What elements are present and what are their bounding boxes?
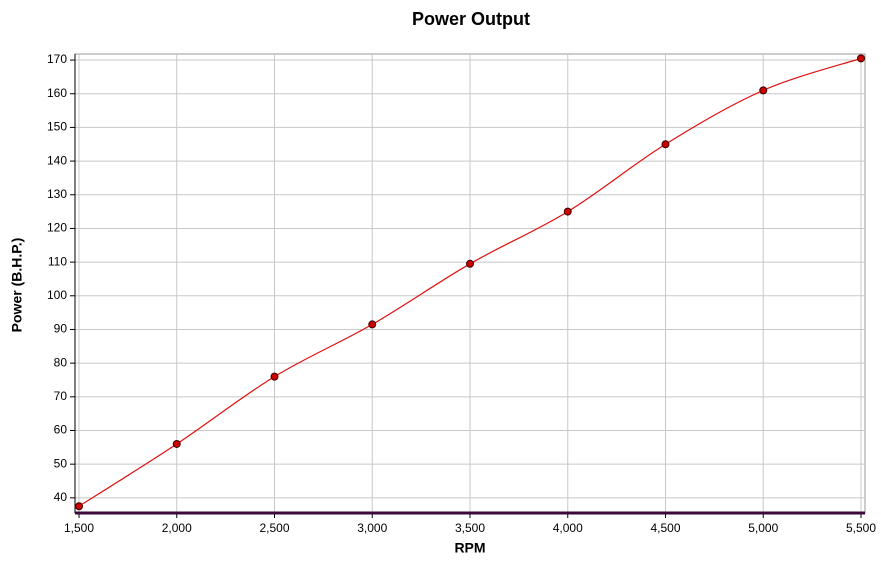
y-tick-label: 140 [47,153,67,167]
y-tick-label: 160 [47,86,67,100]
x-tick-label: 5,500 [846,521,876,535]
marker [466,259,474,268]
x-tick-label: 2,500 [259,521,289,535]
y-tick-label: 90 [54,322,68,336]
y-tick-label: 80 [54,355,68,369]
x-tick-label: 4,500 [650,521,680,535]
marker [563,207,572,216]
marker [270,372,279,381]
marker [661,140,670,149]
marker [75,502,83,511]
chart-title: Power Output [412,9,530,29]
x-tick-label: 3,000 [357,521,387,535]
y-tick-label: 60 [54,423,68,437]
x-tick-label: 1,500 [64,521,94,535]
y-tick-label: 130 [47,187,67,201]
y-tick-label: 110 [48,254,67,268]
marker [759,86,768,95]
y-tick-label: 100 [47,288,67,302]
x-tick-label: 4,000 [553,521,583,535]
x-tick-label: 5,000 [748,521,778,535]
x-tick-label: 3,500 [455,521,485,535]
y-axis-label: Power (B.H.P.) [9,238,25,333]
marker [172,439,181,448]
y-tick-label: 40 [54,490,68,504]
x-axis-label: RPM [454,540,485,556]
y-tick-label: 70 [54,389,68,403]
y-tick-label: 150 [47,120,67,134]
marker [857,54,865,63]
y-tick-label: 170 [47,52,67,66]
marker [368,320,377,329]
y-tick-label: 120 [47,221,67,235]
x-tick-label: 2,000 [162,521,192,535]
y-tick-label: 50 [54,456,68,470]
